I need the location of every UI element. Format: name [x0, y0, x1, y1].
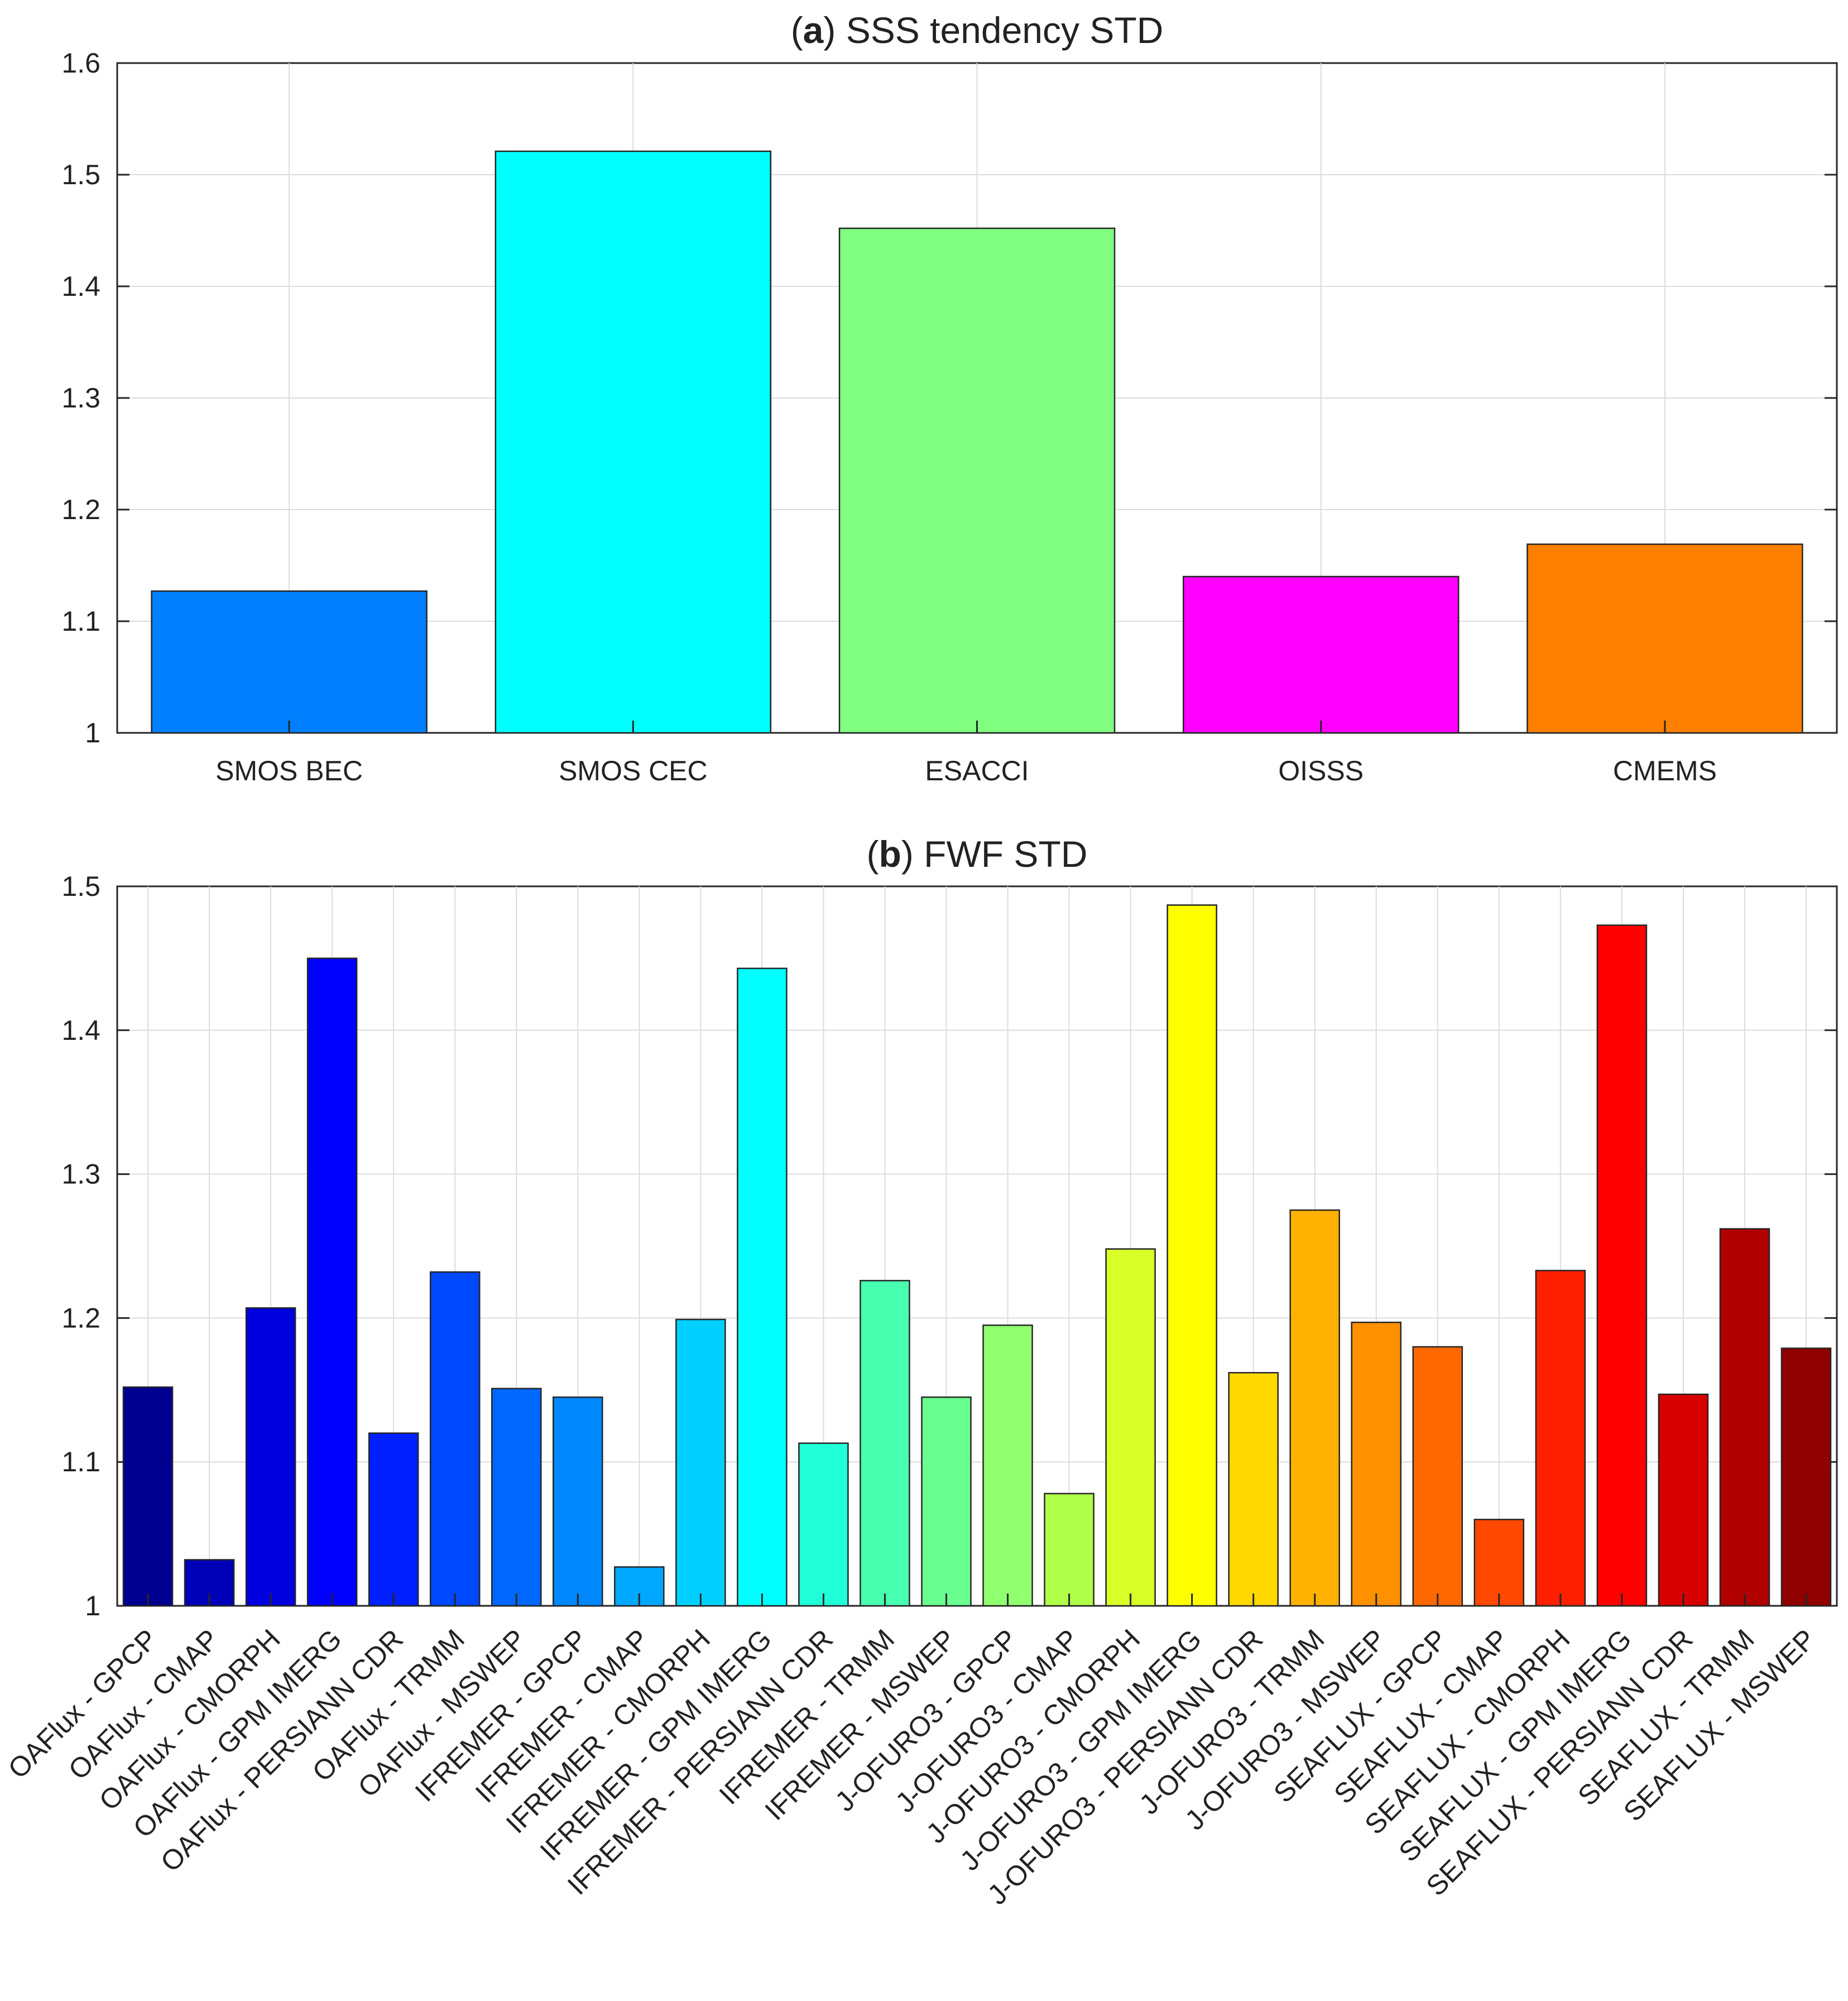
chart-b-bar — [1105, 1248, 1156, 1607]
chart-a-title: (a) SSS tendency STD — [791, 9, 1164, 51]
chart-b-bar — [1535, 1270, 1586, 1607]
chart-a-y-tick-label: 1.5 — [61, 159, 100, 190]
chart-a-y-tick-label: 1.6 — [61, 47, 100, 79]
chart-b-bar — [675, 1318, 726, 1607]
chart-b-bar — [306, 957, 358, 1607]
chart-b-bar — [491, 1388, 542, 1607]
chart-b-y-tick-label: 1.4 — [61, 1015, 100, 1046]
chart-b-bar — [245, 1307, 296, 1607]
chart-a-y-tick-label: 1.2 — [61, 494, 100, 525]
chart-b-y-tick-label: 1.1 — [61, 1446, 100, 1477]
chart-b-bar — [1473, 1519, 1525, 1607]
chart-a-bar — [151, 590, 428, 734]
chart-a-bar — [1527, 543, 1803, 734]
chart-a-y-tick-label: 1.4 — [61, 271, 100, 302]
chart-b-y-tick-label: 1 — [85, 1590, 100, 1621]
chart-b-title-open: ( — [867, 833, 879, 875]
chart-a-x-tick-label: SMOS BEC — [215, 755, 363, 786]
chart-b-bar — [1167, 904, 1217, 1607]
chart-a-x-tick-label: SMOS CEC — [559, 755, 708, 786]
chart-b-y-tick-label: 1.2 — [61, 1302, 100, 1333]
chart-b-bar — [1228, 1372, 1279, 1607]
chart-a-bar — [838, 227, 1116, 734]
chart-b-y-tick-label: 1.5 — [61, 871, 100, 902]
chart-b-bar — [921, 1396, 972, 1607]
chart-b-bar — [1289, 1209, 1340, 1607]
chart-a-x-tick-label: ESACCI — [925, 755, 1029, 786]
chart-a-title-open: ( — [791, 9, 803, 51]
chart-a-bar — [1182, 575, 1460, 734]
chart-a-bar — [495, 150, 772, 734]
chart-b-title-text: ) FWF STD — [901, 833, 1088, 875]
chart-b-title-letter: b — [879, 833, 901, 875]
chart-b-bar — [1044, 1493, 1095, 1607]
chart-b-bar — [860, 1280, 910, 1607]
chart-b-bar — [1412, 1346, 1463, 1607]
chart-a-y-tick-label: 1.3 — [61, 382, 100, 414]
chart-b-bar — [122, 1386, 174, 1607]
chart-sss-tendency-std: 1 1.1 1.2 1.3 1.4 1.5 1.6 SMOS BEC SMOS CEC ESACC… — [61, 9, 1838, 786]
chart-b-bar — [1719, 1228, 1770, 1607]
chart-b-bar — [553, 1396, 603, 1607]
chart-b-bar — [982, 1325, 1033, 1607]
chart-b-bar — [1596, 924, 1648, 1607]
chart-b-bar — [1658, 1393, 1709, 1607]
chart-b-bar — [737, 967, 788, 1607]
chart-b-bar — [1351, 1321, 1401, 1607]
chart-b-bar — [368, 1432, 419, 1607]
chart-a-x-tick-label: OISSS — [1278, 755, 1364, 786]
chart-a-title-letter: a — [803, 9, 824, 51]
chart-a-x-tick-label: CMEMS — [1613, 755, 1717, 786]
chart-a-y-tick-label: 1 — [85, 717, 100, 748]
chart-b-bar — [1780, 1347, 1832, 1607]
chart-b-bar — [798, 1442, 849, 1607]
chart-a-title-text: ) SSS tendency STD — [823, 9, 1163, 51]
chart-b-title: (b) FWF STD — [867, 833, 1088, 875]
chart-b-bar — [429, 1271, 481, 1607]
chart-b-y-tick-label: 1.3 — [61, 1159, 100, 1190]
chart-a-y-tick-label: 1.1 — [61, 606, 100, 637]
